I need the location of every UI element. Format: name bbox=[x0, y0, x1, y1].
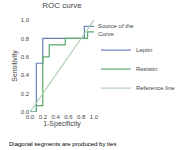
svg-text:Source of theCurve: Source of theCurve bbox=[98, 23, 134, 37]
svg-text:1-Specificity: 1-Specificity bbox=[43, 120, 81, 128]
svg-text:Diagonal segments are produced: Diagonal segments are produced by ties bbox=[9, 141, 116, 147]
svg-text:ROC curve: ROC curve bbox=[42, 1, 82, 10]
svg-text:Reference line: Reference line bbox=[136, 85, 175, 91]
svg-text:0.6: 0.6 bbox=[64, 114, 73, 120]
svg-text:0.8: 0.8 bbox=[77, 114, 86, 120]
svg-text:0.2: 0.2 bbox=[21, 91, 30, 97]
svg-text:0.0: 0.0 bbox=[21, 109, 30, 115]
svg-text:0.0: 0.0 bbox=[26, 114, 35, 120]
svg-text:0.6: 0.6 bbox=[21, 54, 30, 60]
svg-text:1.0: 1.0 bbox=[90, 114, 99, 120]
svg-text:Leptin: Leptin bbox=[136, 47, 152, 53]
svg-text:1.0: 1.0 bbox=[21, 17, 30, 23]
svg-text:0.4: 0.4 bbox=[21, 72, 30, 78]
svg-text:0.8: 0.8 bbox=[21, 36, 30, 42]
svg-text:Sensitivity: Sensitivity bbox=[11, 50, 19, 82]
svg-text:Resistin: Resistin bbox=[136, 66, 157, 72]
svg-text:0.4: 0.4 bbox=[51, 114, 60, 120]
svg-text:0.2: 0.2 bbox=[39, 114, 48, 120]
